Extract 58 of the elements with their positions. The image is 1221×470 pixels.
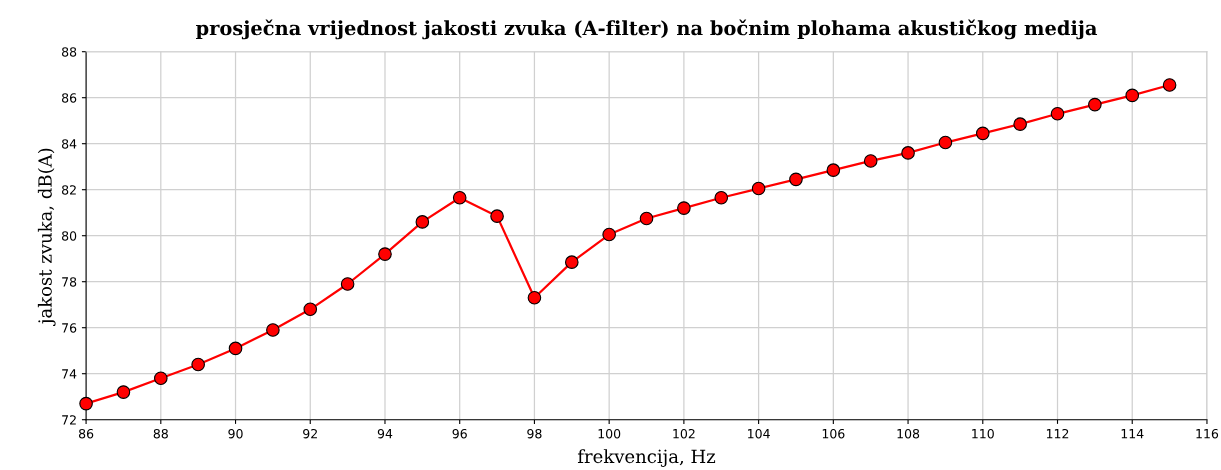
point bbox=[639, 211, 654, 226]
y-tick-label: 86 bbox=[61, 93, 77, 103]
x-tick-label: 106 bbox=[822, 428, 845, 439]
y-tick-label: 80 bbox=[61, 231, 77, 241]
x-tick-label: 112 bbox=[1046, 428, 1069, 439]
chart-title: prosječna vrijednost jakosti zvuka (A-filter) na bočnim plohama akustičkog medija bbox=[196, 19, 1098, 40]
x-tick-label: 100 bbox=[598, 428, 621, 439]
point bbox=[303, 302, 318, 317]
x-tick-label: 116 bbox=[1196, 428, 1219, 439]
point bbox=[191, 357, 205, 372]
point bbox=[564, 255, 579, 269]
point bbox=[79, 396, 93, 411]
x-tick-label: 92 bbox=[303, 428, 317, 439]
point bbox=[751, 181, 766, 196]
y-tick-label: 88 bbox=[61, 47, 77, 57]
point bbox=[826, 163, 841, 177]
point bbox=[1088, 97, 1102, 112]
point bbox=[602, 227, 616, 242]
point bbox=[116, 385, 131, 399]
x-tick-label: 88 bbox=[153, 428, 168, 439]
x-tick-label: 102 bbox=[673, 428, 695, 439]
point bbox=[1013, 117, 1027, 131]
x-tick-label: 104 bbox=[748, 428, 770, 439]
x-tick-label: 98 bbox=[527, 428, 542, 439]
point bbox=[677, 201, 691, 215]
point bbox=[789, 172, 803, 187]
point bbox=[378, 247, 392, 261]
point bbox=[863, 154, 878, 168]
point bbox=[415, 215, 430, 229]
x-tick-label: 90 bbox=[228, 428, 243, 439]
y-tick-label: 72 bbox=[62, 415, 76, 425]
y-tick-label: 82 bbox=[61, 185, 76, 195]
point bbox=[228, 341, 243, 356]
point bbox=[938, 135, 953, 150]
point bbox=[1162, 78, 1177, 92]
point bbox=[975, 126, 990, 141]
y-tick-label: 84 bbox=[61, 139, 77, 149]
x-tick-label: 114 bbox=[1121, 429, 1144, 439]
x-tick-label: 108 bbox=[897, 428, 920, 439]
point bbox=[527, 291, 542, 305]
point bbox=[714, 190, 729, 205]
point bbox=[452, 190, 467, 205]
y-tick-label: 74 bbox=[62, 369, 77, 379]
point bbox=[154, 371, 168, 386]
point bbox=[1050, 106, 1065, 121]
point bbox=[490, 209, 504, 223]
y-axis-title: jakost zvuka, dB(A) bbox=[37, 148, 56, 326]
y-tick-label: 78 bbox=[62, 277, 77, 287]
point bbox=[1125, 88, 1140, 103]
y-tick-label: 76 bbox=[62, 323, 77, 333]
x-tick-label: 86 bbox=[78, 428, 94, 439]
point bbox=[340, 277, 355, 291]
x-tick-label: 110 bbox=[972, 428, 994, 439]
x-axis-title: frekvencija, Hz bbox=[577, 449, 716, 467]
point bbox=[266, 323, 280, 337]
x-tick-label: 96 bbox=[452, 428, 467, 439]
x-tick-label: 94 bbox=[377, 428, 393, 439]
point bbox=[901, 146, 915, 160]
